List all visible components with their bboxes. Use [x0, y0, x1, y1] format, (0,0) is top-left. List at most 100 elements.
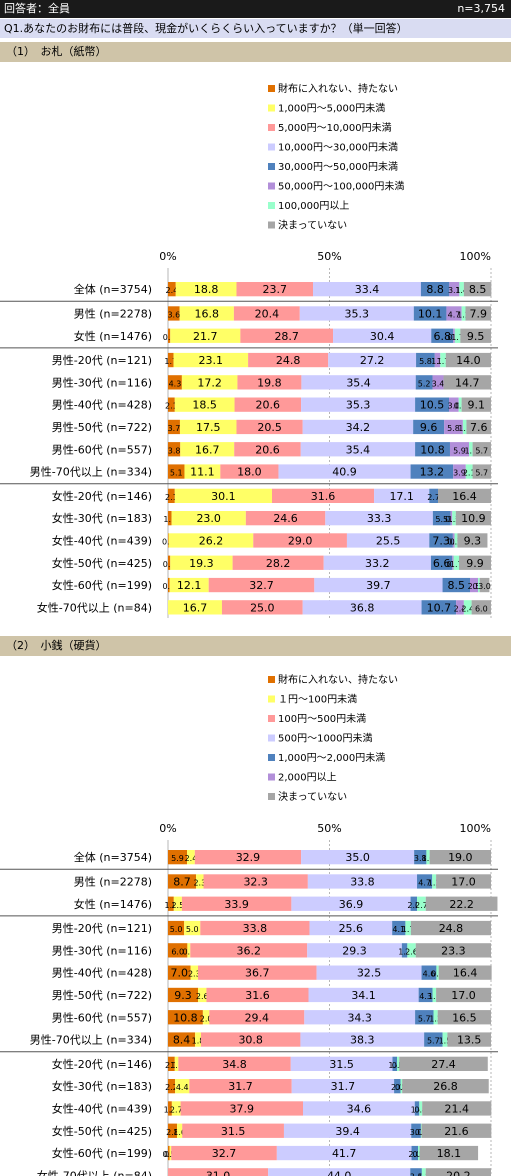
data-label-r12-s2: 31.5	[221, 1125, 246, 1138]
bar-segment-r0-s5	[426, 850, 430, 865]
total-n-label: n=3,754	[457, 2, 505, 15]
data-label-r3-s7: 14.0	[456, 354, 481, 367]
row-label-5: 男性-40代 (n=428)	[52, 398, 152, 412]
bar-segment-r14-s4	[410, 1168, 422, 1176]
bar-segment-r0-s4	[420, 282, 450, 297]
data-label-r8-s2: 18.0	[237, 466, 262, 479]
bar-segment-r12-s7	[459, 555, 491, 570]
bar-segment-r12-s0	[168, 555, 171, 570]
data-label-r3-s0: 1.7	[164, 357, 177, 366]
data-label-r11-s4: 7.3	[432, 534, 450, 547]
legend-label-6: 決まっていない	[278, 791, 347, 803]
data-label-r0-s0: 5.9	[171, 854, 184, 863]
data-label-r7-s6: 16.5	[452, 1011, 477, 1024]
bar-segment-r4-s4	[401, 943, 408, 958]
data-label-r7-s0: 10.8	[173, 1011, 198, 1024]
bar-segment-r10-s6	[402, 1079, 489, 1094]
data-label-r5-s6: 16.4	[453, 967, 478, 980]
data-label-r8-s1: 11.1	[190, 466, 215, 479]
data-label-r1-s3: 33.8	[350, 875, 375, 888]
bar-segment-r7-s2	[209, 1010, 305, 1025]
data-label-r12-s1: 1.6	[173, 1128, 186, 1137]
bar-segment-r2-s0	[168, 328, 171, 343]
data-label-r5-s1: 18.5	[192, 399, 217, 412]
row-label-7: 男性-60代 (n=557)	[52, 442, 152, 456]
data-label-r5-s1: 2.3	[188, 970, 201, 979]
data-label-r1-s7: 7.9	[469, 307, 487, 320]
bar-segment-r6-s0	[168, 419, 180, 435]
legend-label-5: 2,000円以上	[278, 772, 337, 784]
data-label-r2-s3: 36.9	[339, 898, 364, 911]
bar-segment-r4-s0	[168, 943, 188, 958]
data-label-r14-s1: 16.7	[183, 601, 208, 614]
bar-segment-r14-s6	[425, 1168, 491, 1176]
bar-segment-r11-s0	[168, 533, 169, 548]
bar-segment-r0-s7	[463, 282, 492, 297]
legend-swatch-4	[268, 754, 275, 761]
data-label-r8-s7: 5.7	[475, 469, 488, 478]
data-label-r10-s0: 1.1	[163, 515, 176, 524]
bar-segment-r9-s1	[174, 488, 273, 503]
data-label-r2-s1: 21.7	[193, 330, 218, 343]
bar-segment-r13-s2	[208, 577, 315, 593]
row-label-6: 男性-50代 (n=722)	[52, 988, 152, 1002]
bar-segment-r12-s3	[283, 1123, 412, 1138]
bar-segment-r3-s1	[173, 352, 249, 368]
legend-label-2: 5,000円～10,000円未満	[278, 122, 392, 134]
data-label-r9-s0: 2.1	[165, 493, 178, 502]
data-label-r6-s6: 1.1	[458, 424, 471, 433]
bar-segment-r7-s6	[469, 442, 473, 457]
bar-segment-r0-s3	[301, 850, 415, 865]
data-label-r10-s3: 31.7	[331, 1080, 356, 1093]
data-label-r9-s3: 31.5	[329, 1058, 354, 1071]
bar-segment-r10-s1	[175, 1079, 190, 1094]
bills-chart: 財布に入れない、持たない 1,000円～5,000円未満 5,000円～10,000…	[0, 82, 498, 618]
bar-segment-r10-s2	[245, 511, 326, 526]
data-label-r0-s1: 2.4	[185, 854, 198, 863]
bar-segment-r13-s2	[171, 1145, 277, 1161]
data-label-r12-s7: 9.9	[466, 557, 484, 570]
bar-segment-r10-s5	[400, 1079, 403, 1094]
bar-segment-r14-s1	[168, 600, 222, 615]
bar-segment-r11-s5	[452, 533, 455, 548]
legend-swatch-1	[268, 104, 275, 112]
bar-segment-r13-s0	[168, 1145, 170, 1161]
data-label-r3-s3: 25.6	[339, 922, 364, 935]
bar-segment-r6-s0	[168, 987, 199, 1003]
data-label-r1-s6: 17.0	[451, 875, 476, 888]
bar-segment-r13-s4	[411, 1145, 419, 1161]
data-label-r14-s6: 20.2	[446, 1169, 471, 1176]
data-label-r4-s4: 5.2	[418, 379, 431, 388]
data-label-r7-s0: 3.8	[168, 446, 181, 455]
data-label-r8-s5: 1.5	[439, 1037, 452, 1046]
bar-segment-r10-s4	[432, 511, 451, 526]
bar-segment-r9-s4	[392, 1056, 398, 1071]
bar-segment-r1-s0	[168, 874, 197, 889]
data-label-r6-s5: 1.1	[428, 992, 441, 1001]
bar-segment-r12-s1	[170, 555, 233, 570]
bar-segment-r6-s2	[236, 419, 303, 435]
data-label-r3-s6: 24.8	[439, 922, 464, 935]
row-label-13: 女性-60代 (n=199)	[52, 578, 152, 592]
data-label-r9-s3: 17.1	[389, 490, 414, 503]
bar-segment-r4-s1	[181, 375, 238, 390]
data-label-r8-s1: 1.8	[192, 1037, 205, 1046]
bar-segment-r13-s4	[442, 577, 471, 593]
data-label-r2-s2: 28.7	[274, 330, 299, 343]
data-label-r12-s1: 19.3	[189, 557, 214, 570]
data-label-r10-s6: 26.8	[433, 1080, 458, 1093]
bar-segment-r10-s4	[394, 1079, 401, 1094]
bar-segment-r7-s5	[433, 1010, 438, 1025]
question-text: Q1.あなたのお財布には普段、現金がいくらくらい入っていますか？（単一回答）	[0, 19, 511, 38]
data-label-r2-s2: 33.9	[224, 898, 249, 911]
bar-segment-r1-s7	[465, 306, 491, 321]
data-label-r0-s3: 35.0	[345, 851, 370, 864]
bar-segment-r11-s3	[346, 533, 430, 548]
bar-segment-r7-s0	[168, 1010, 203, 1025]
legend-swatch-6	[268, 202, 275, 209]
data-label-r5-s3: 32.5	[357, 967, 382, 980]
row-label-13: 女性-60代 (n=199)	[52, 1146, 152, 1160]
legend-swatch-0	[268, 676, 275, 683]
data-label-r3-s1: 5.0	[186, 925, 199, 934]
data-label-r3-s2: 24.8	[276, 354, 301, 367]
